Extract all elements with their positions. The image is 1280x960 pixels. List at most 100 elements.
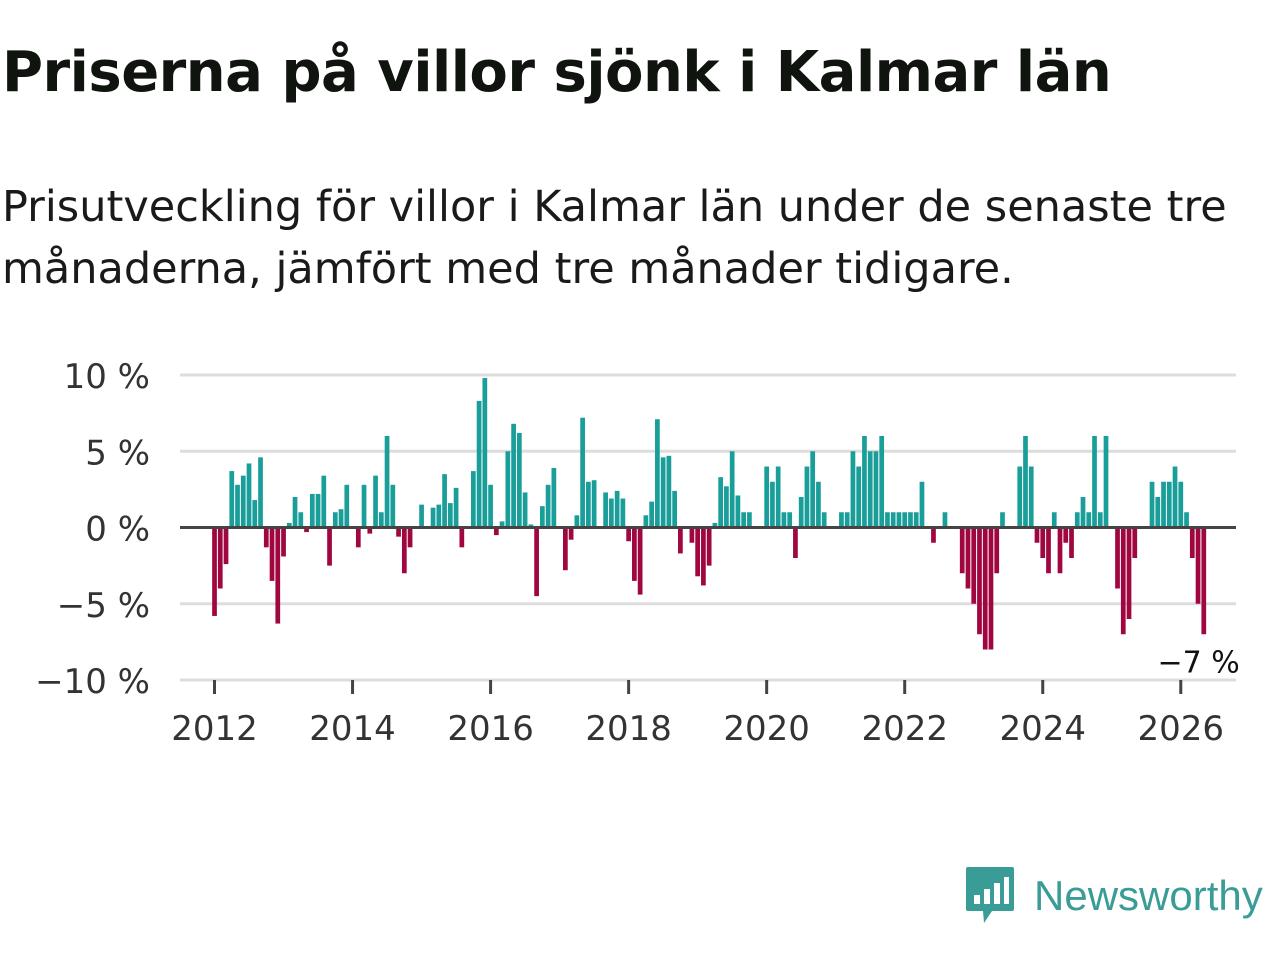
bar-chart: 10 % 5 % 0 % −5 % −10 % 2012 2014 2016 2018 2020 2… <box>35 357 1240 749</box>
bar <box>1132 527 1138 558</box>
bar <box>470 471 476 528</box>
bar <box>407 527 413 548</box>
bar <box>913 512 919 528</box>
bar <box>873 451 879 528</box>
bar <box>586 481 591 528</box>
bar <box>637 527 643 595</box>
bar <box>706 527 712 566</box>
bar <box>862 436 867 528</box>
bar <box>568 527 574 540</box>
bar <box>258 457 263 528</box>
bar <box>816 481 821 528</box>
bar <box>603 492 608 528</box>
bar <box>718 477 724 528</box>
bar <box>620 498 626 528</box>
bar <box>643 515 649 528</box>
bar <box>1046 527 1051 574</box>
bar <box>275 527 281 624</box>
y-tick-label: 5 % <box>85 433 150 473</box>
bar <box>1103 436 1109 528</box>
bar <box>1115 527 1120 589</box>
bar <box>378 512 384 528</box>
bar <box>735 495 741 528</box>
bar <box>1051 512 1057 528</box>
bar <box>1069 527 1074 558</box>
bar <box>1155 497 1161 528</box>
bar <box>551 468 557 528</box>
bar <box>701 527 706 586</box>
bar <box>885 512 890 528</box>
bar <box>493 527 499 536</box>
bar <box>1000 512 1005 528</box>
bar <box>810 451 816 528</box>
bar <box>447 503 453 528</box>
bar <box>689 527 695 543</box>
bar <box>729 451 735 528</box>
bar <box>770 481 775 528</box>
bar <box>1034 527 1040 543</box>
bar <box>747 512 752 528</box>
bar <box>787 512 793 528</box>
bar <box>528 524 534 528</box>
bar <box>971 527 977 604</box>
bar <box>390 484 396 528</box>
x-tick-label: 2026 <box>1138 709 1225 749</box>
bar <box>511 423 516 528</box>
bar <box>252 500 258 528</box>
bar <box>401 527 407 574</box>
bar <box>304 527 309 533</box>
bar <box>1040 527 1046 558</box>
bar <box>798 497 804 528</box>
bar <box>580 417 585 528</box>
bar <box>1189 527 1195 558</box>
x-tick-label: 2018 <box>585 709 672 749</box>
bar <box>850 451 856 528</box>
bar <box>229 471 235 528</box>
bar <box>1080 497 1086 528</box>
bar <box>919 481 925 528</box>
y-tick-label: 10 % <box>64 357 150 397</box>
bar <box>1120 527 1126 635</box>
bar <box>1161 481 1166 528</box>
bar <box>781 512 787 528</box>
bar <box>355 527 361 548</box>
bar <box>212 527 217 616</box>
x-tick-label: 2012 <box>171 709 258 749</box>
bar <box>649 501 654 528</box>
bar <box>626 527 631 542</box>
bar <box>516 432 522 528</box>
bar <box>488 484 493 528</box>
bar <box>459 527 465 548</box>
bar <box>856 466 862 528</box>
bar <box>332 512 338 528</box>
bar <box>1097 512 1103 528</box>
brand-name: Newsworthy <box>1034 872 1263 919</box>
bar <box>678 527 683 554</box>
bar <box>1063 527 1069 543</box>
bar <box>522 492 528 528</box>
bar <box>609 498 614 528</box>
bar <box>994 527 1000 574</box>
bar <box>712 522 718 528</box>
bar <box>965 527 971 589</box>
bar <box>988 527 994 650</box>
x-tick-label: 2016 <box>447 709 534 749</box>
bar <box>821 512 827 528</box>
bar <box>908 512 913 528</box>
bar <box>430 507 436 528</box>
bar <box>982 527 988 650</box>
newsworthy-logo-icon <box>966 867 1014 923</box>
bar <box>367 527 373 534</box>
bar <box>361 484 367 528</box>
bar <box>1126 527 1132 619</box>
bar <box>890 512 896 528</box>
bar <box>724 486 729 528</box>
bar <box>655 419 660 528</box>
bar <box>286 522 292 528</box>
bar <box>442 474 447 528</box>
x-tick-label: 2014 <box>309 709 396 749</box>
bar <box>793 527 798 558</box>
newsworthy-logo[interactable]: Newsworthy <box>964 864 1263 928</box>
bar <box>321 475 327 528</box>
bar <box>373 475 378 528</box>
